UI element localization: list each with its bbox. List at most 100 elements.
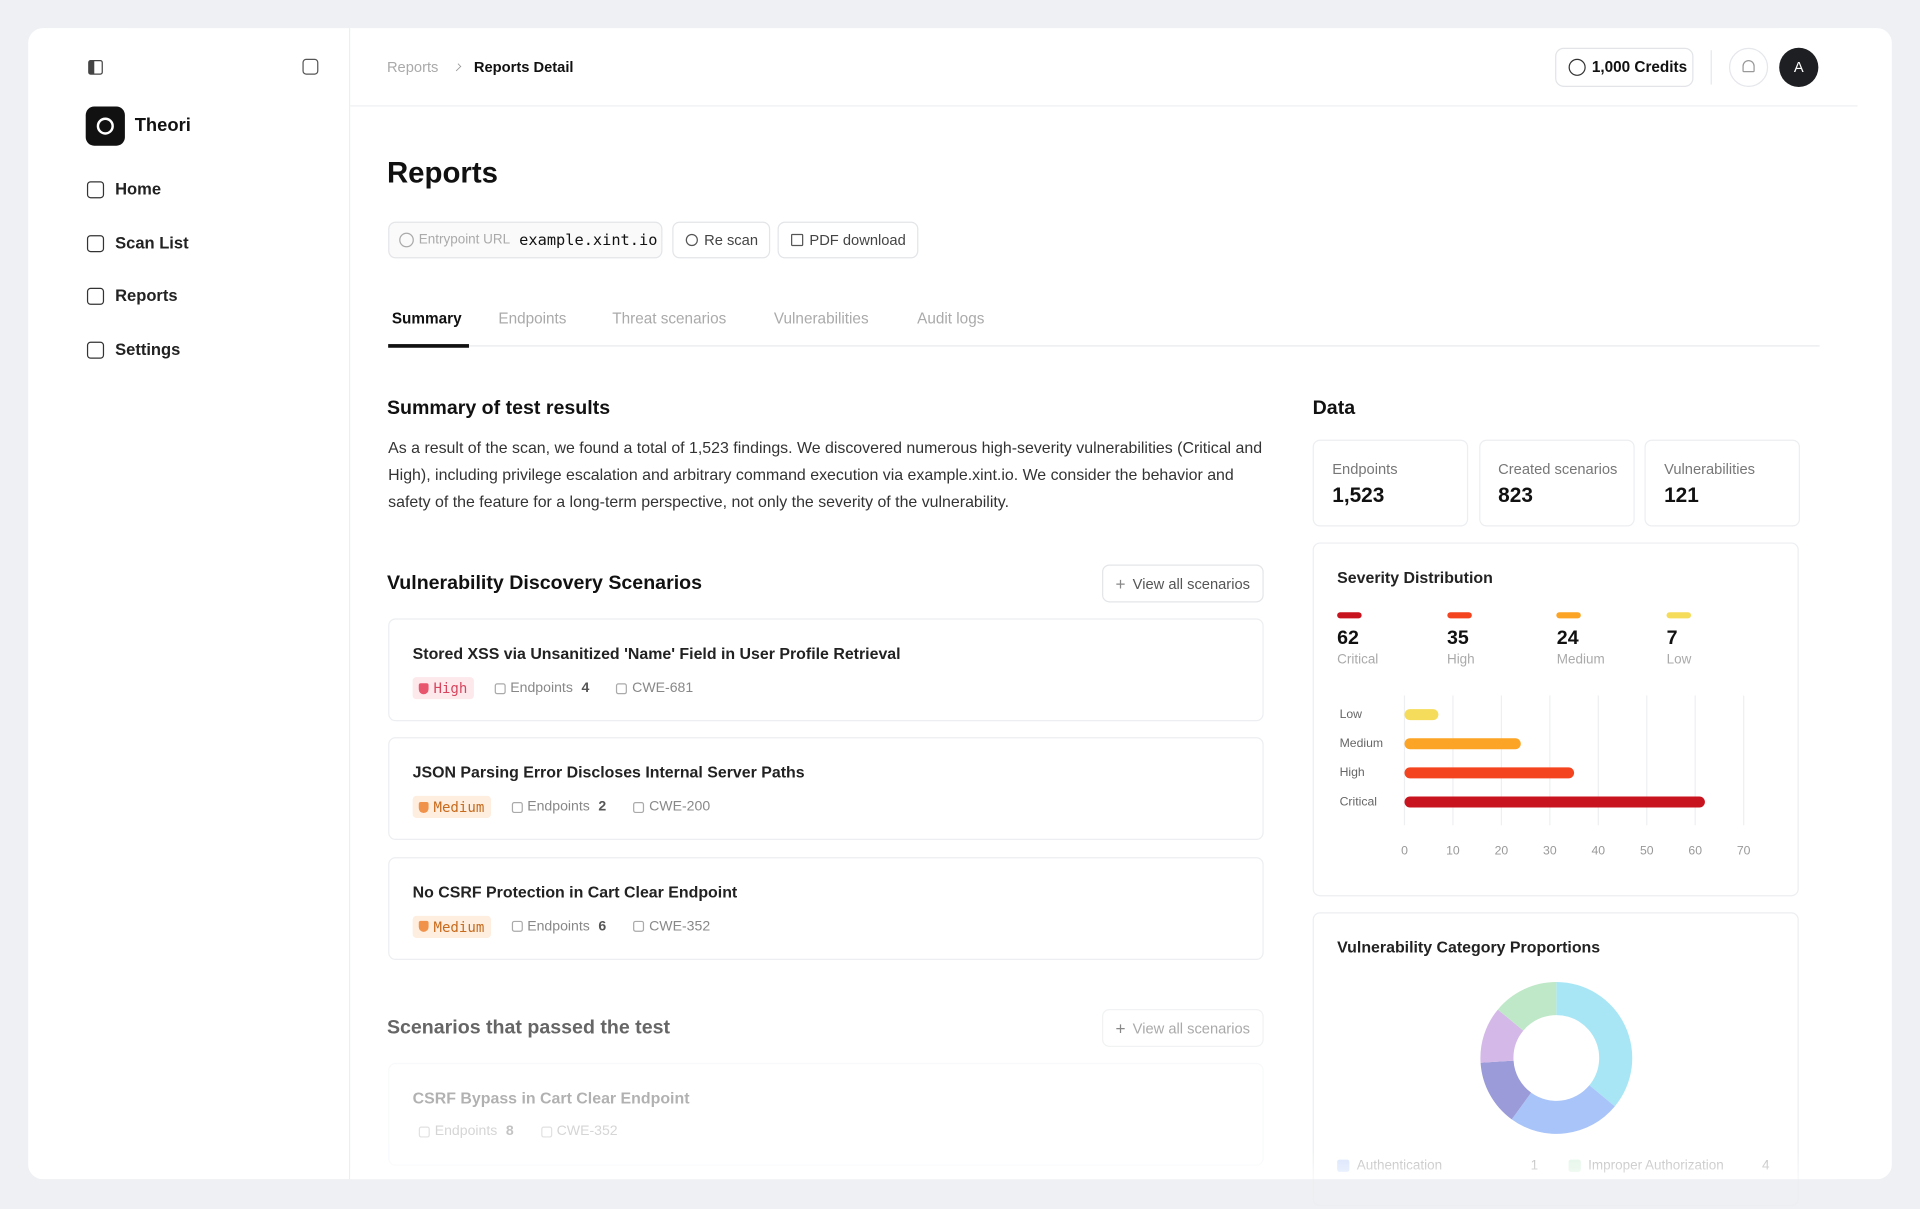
endpoints: Endpoints 4 [488,678,595,698]
sidebar-toggle[interactable] [88,60,103,75]
severity-tag: Medium [412,915,491,938]
stat-card [1478,439,1635,527]
severity-swatch [1446,612,1472,619]
scenario-card[interactable]: JSON Parsing Error Discloses Internal Se… [388,737,1264,841]
severity-icon [418,682,429,694]
stat-card [1312,439,1469,527]
credits-button[interactable] [1555,47,1694,87]
brand-mark [96,117,114,135]
scenario-meta: Endpoints 8 CWE-352 [413,1122,624,1142]
breadcrumb-link: Reports [386,58,439,76]
severity-label: High [433,679,468,697]
scenario-title: Stored XSS via Unsanitized 'Name' Field … [412,644,901,663]
entrypoint-url: example.xint.io [519,230,658,249]
sidebar-divider [348,28,351,1180]
severity-label: Medium [1556,652,1605,668]
fade [1297,1151,1837,1180]
endpoints-icon [494,682,506,694]
severity-count: 62 [1337,628,1359,649]
nav-item[interactable]: Settings [115,340,181,359]
new-icon[interactable] [302,58,319,75]
severity-count: 7 [1666,628,1678,649]
scenario-title: CSRF Bypass in Cart Clear Endpoint [412,1088,690,1107]
nav-item[interactable]: Home [115,180,162,199]
brand-name: Theori [134,115,191,136]
scenario-meta: Medium Endpoints 6 CWE-352 [412,915,717,938]
endpoints-label: Endpoints [527,919,590,934]
tab[interactable]: Endpoints [498,309,567,327]
nav-item[interactable]: Reports [115,287,178,306]
stat-label: Vulnerabilities [1664,460,1756,478]
action-icon [791,233,804,247]
endpoints-icon [418,1125,430,1137]
view-all-button[interactable] [1102,564,1264,603]
stat-value: 823 [1498,483,1533,507]
endpoints-count: 2 [598,799,607,815]
page-title: Reports [386,156,498,190]
view-all-button[interactable] [1102,1008,1264,1047]
section-heading: Scenarios that passed the test [386,1017,671,1039]
cwe-label: CWE-352 [556,1124,618,1139]
tab[interactable]: Vulnerabilities [773,309,869,327]
tab[interactable]: Audit logs [917,309,985,327]
endpoints-count: 6 [598,919,607,934]
stat-label: Created scenarios [1498,460,1618,478]
section-heading: Vulnerability Discovery Scenarios [386,573,702,594]
nav-icon [86,181,105,199]
avatar[interactable]: A [1779,47,1819,87]
topbar-divider [1710,50,1712,85]
cwe: CWE-200 [627,798,716,818]
tab[interactable]: Summary [391,309,462,327]
entrypoint [388,221,663,259]
severity-count: 35 [1446,628,1469,649]
severity-label: Medium [433,917,485,936]
plus-icon: + [1115,1018,1126,1039]
section-heading: Summary of test results [386,397,611,419]
severity-label: Medium [433,798,485,816]
endpoints-label: Endpoints [510,680,573,696]
severity-tag: High [412,677,474,700]
breadcrumb-current: Reports Detail [473,58,574,76]
action-label: Re scan [704,231,758,249]
nav-icon [86,341,105,359]
tab-divider [388,345,1820,347]
cwe: CWE-681 [610,678,699,698]
cwe-label: CWE-681 [632,680,694,696]
view-all-label: View all scenarios [1132,1020,1250,1038]
endpoints-icon [511,920,523,932]
stat-value: 121 [1664,483,1699,507]
scenario-card[interactable]: CSRF Bypass in Cart Clear Endpoint Endpoi… [388,1062,1264,1166]
scenario-card[interactable]: Stored XSS via Unsanitized 'Name' Field … [388,618,1264,722]
severity-label: High [1446,652,1475,668]
endpoints: Endpoints 2 [505,798,612,818]
cwe: CWE-352 [627,917,716,937]
fade [350,1157,1298,1180]
chart-card [1312,542,1799,897]
stat-value: 1,523 [1332,483,1385,507]
cwe-icon [540,1125,552,1137]
nav-icon [86,234,105,252]
severity-swatch [1556,612,1582,619]
nav-item[interactable]: Scan List [115,233,189,252]
credits-icon [1568,58,1586,76]
action-button[interactable] [777,221,919,259]
tab[interactable]: Threat scenarios [612,309,727,327]
scenario-card[interactable]: No CSRF Protection in Cart Clear Endpoin… [388,856,1264,960]
endpoints-count: 8 [505,1124,514,1139]
action-button[interactable] [672,221,771,259]
cwe-icon [616,682,628,694]
entrypoint-icon [399,232,414,248]
severity-swatch [1666,612,1692,619]
stat-card [1644,439,1801,527]
endpoints-count: 4 [581,680,590,696]
section-heading: Data [1312,397,1356,419]
endpoints-icon [511,801,523,813]
notifications[interactable] [1728,47,1769,87]
cwe-icon [633,801,645,813]
tab-underline [388,344,469,348]
scenario-meta: Medium Endpoints 2 CWE-200 [412,796,717,819]
entrypoint-label: Entrypoint URL [418,232,511,248]
cwe-label: CWE-352 [649,919,711,934]
